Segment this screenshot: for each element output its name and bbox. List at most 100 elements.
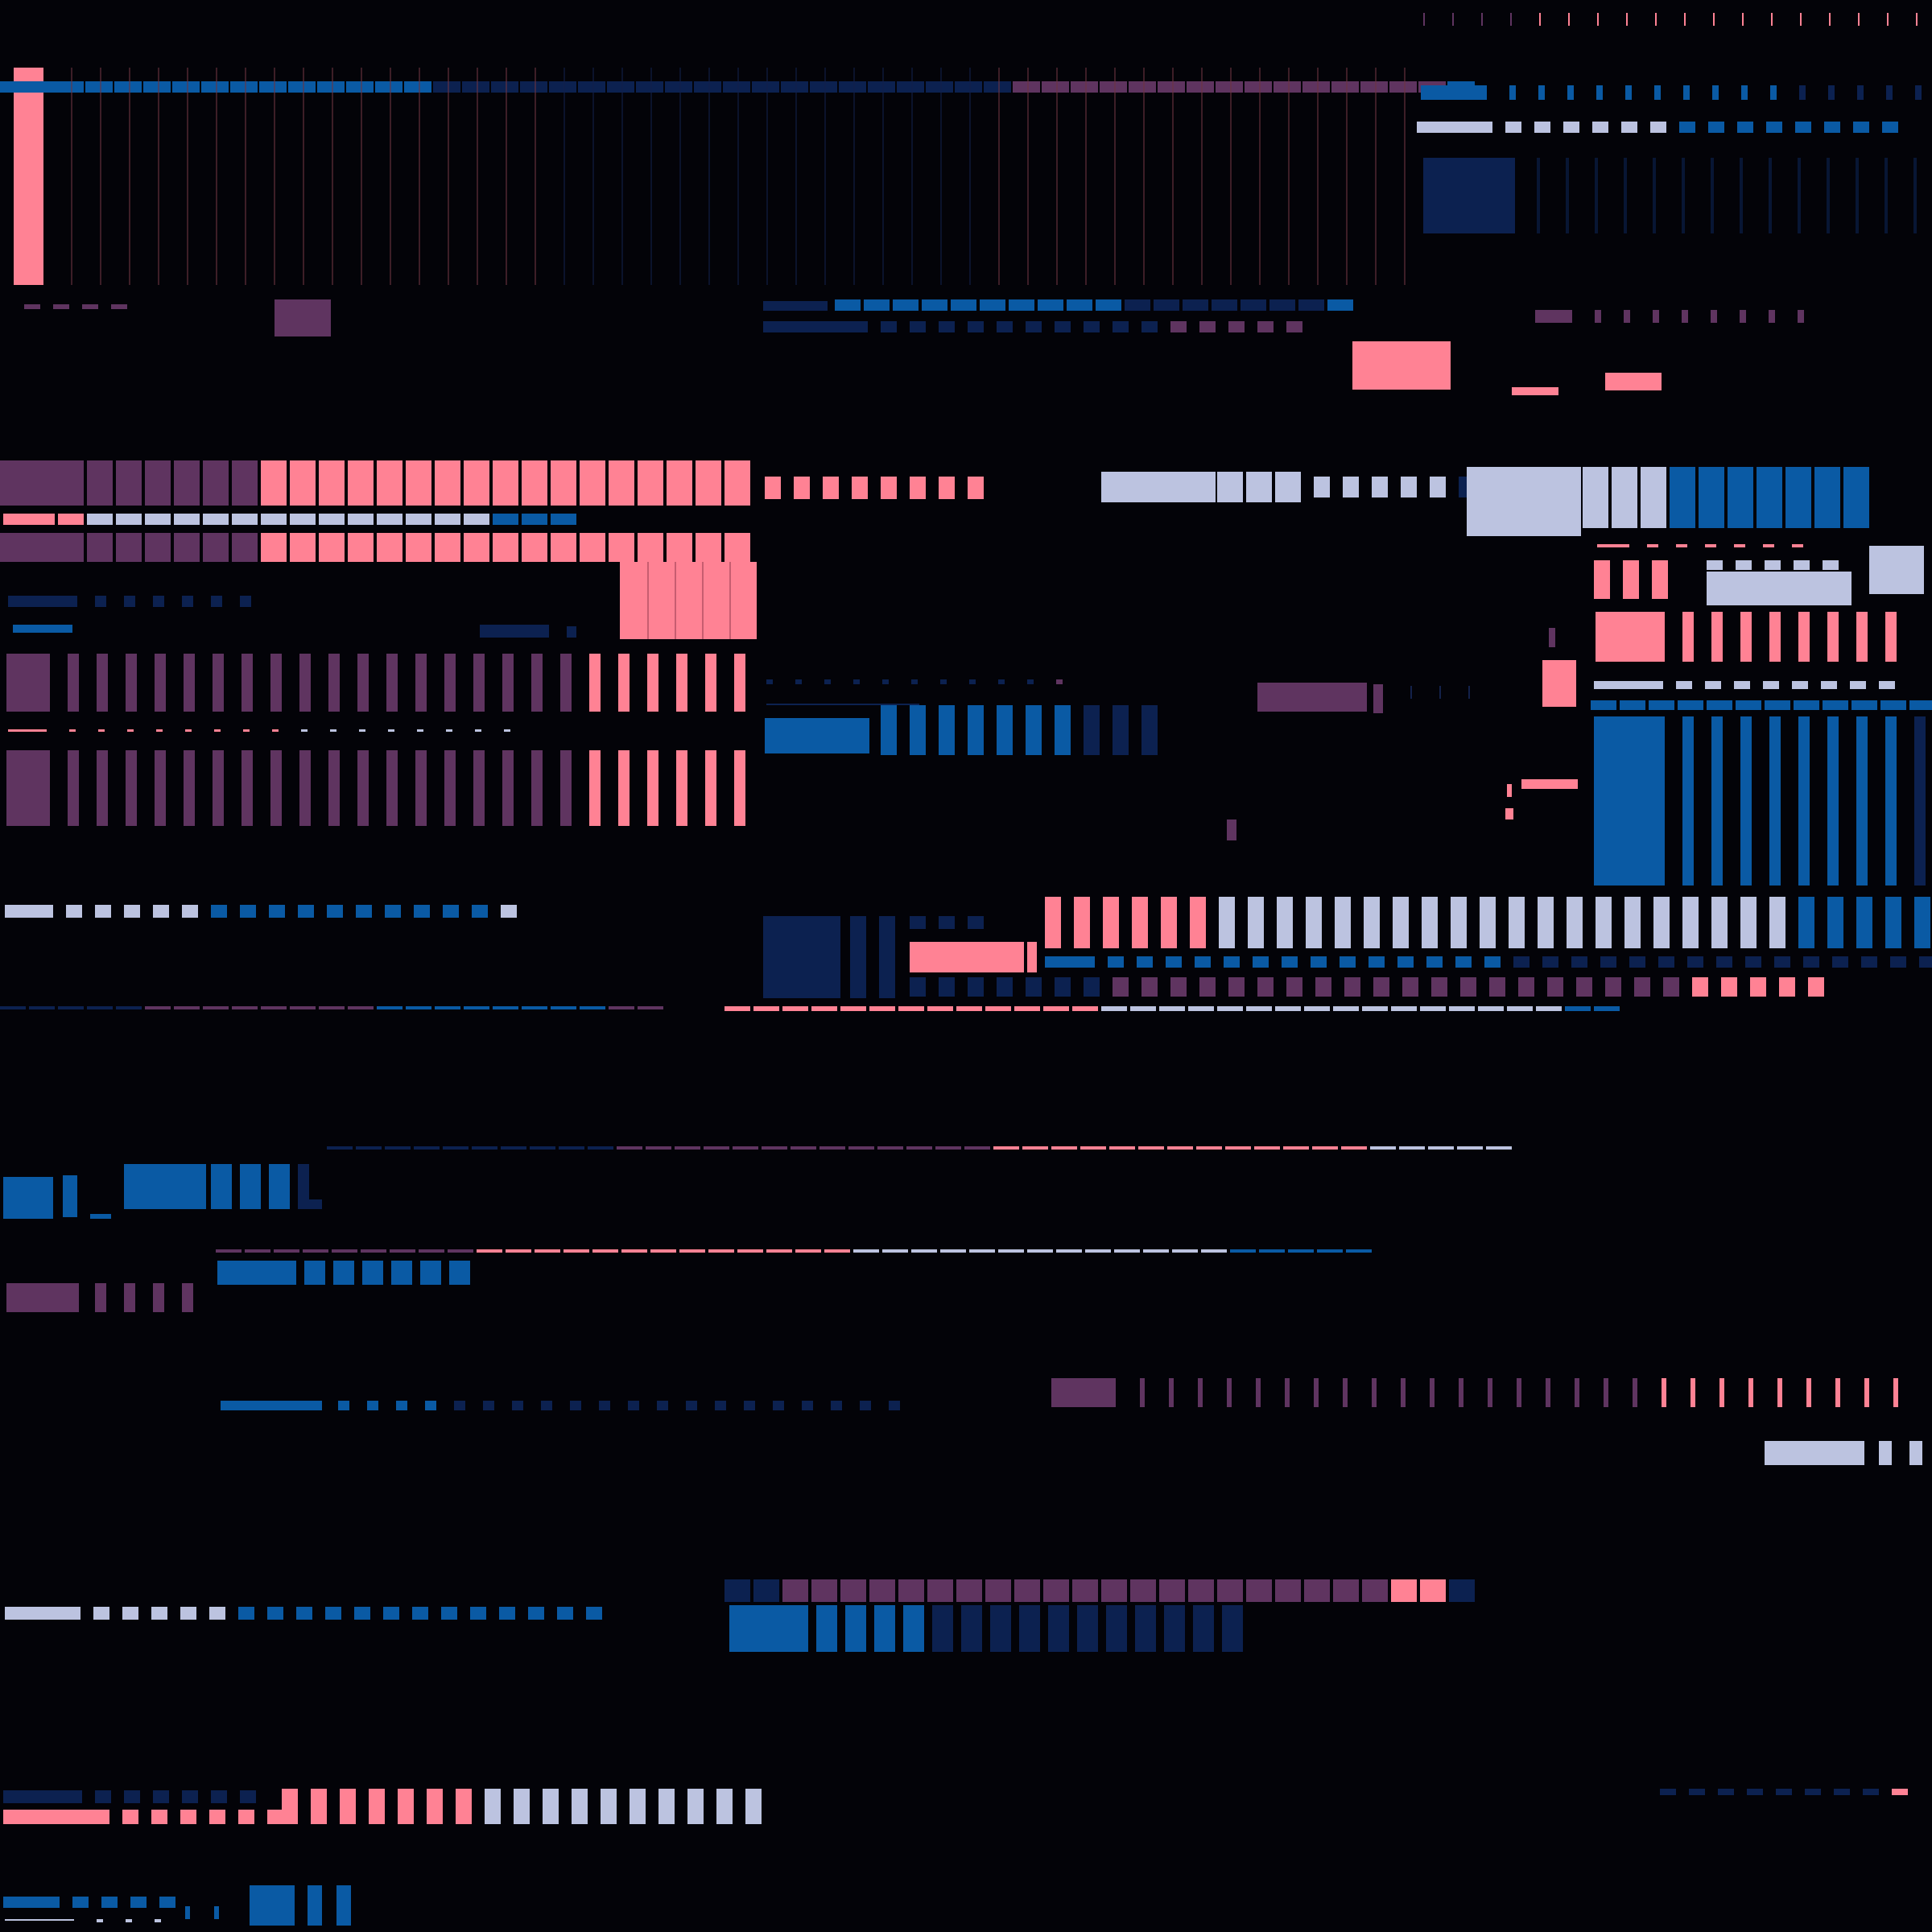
segment [864,299,890,311]
segment [1327,299,1353,311]
segment [1275,472,1301,502]
segment [1692,977,1708,997]
segment [1583,467,1608,528]
vertical-rule [998,68,1000,285]
top-stripe-segment [288,81,316,93]
segment [1823,560,1839,570]
bar [1595,158,1598,233]
bar [1103,897,1119,948]
segment [1195,956,1211,968]
segment [1141,321,1158,332]
vertical-rule [679,68,681,285]
bar [299,654,311,712]
segment [1734,544,1745,547]
segment [1298,299,1324,311]
segment [267,1607,283,1620]
segment [1397,956,1414,968]
segment [122,1607,138,1620]
segment [1821,681,1837,689]
line-segment [969,1249,995,1253]
segment [406,514,431,525]
segment [1567,85,1574,100]
segment [1679,122,1695,133]
segment [1629,956,1645,968]
segment [1600,956,1616,968]
segment [443,905,459,918]
bar [1624,158,1627,233]
line-segment [638,1006,663,1009]
vertical-rule [1375,68,1377,285]
segment [910,977,926,997]
bar [990,1605,1011,1652]
top-stripe-segment [636,81,663,93]
blue-block [221,1401,322,1410]
segment [1625,85,1632,100]
line-segment [898,1006,924,1011]
segment [153,596,164,607]
bar [845,1605,866,1652]
segment [1708,122,1724,133]
tick-mark [1439,686,1441,699]
bar [398,1789,414,1824]
bar [1219,897,1235,948]
navy-block [480,625,549,638]
line-segment [1362,1006,1388,1011]
segment [3,1810,109,1824]
segment [174,460,200,506]
line-segment [1201,1249,1227,1253]
segment [425,1401,436,1410]
pink-block [910,942,998,972]
bar [304,1261,325,1285]
segment [1892,1789,1908,1795]
segment [97,1919,103,1922]
pink-block [1507,784,1512,797]
segment [330,729,336,732]
bar [531,654,543,712]
segment [8,596,77,607]
segment [82,304,98,309]
line-segment [940,1249,966,1253]
line-segment [1341,1146,1367,1150]
segment [1652,560,1668,599]
segment [5,905,53,918]
segment [1765,700,1790,710]
plum-block [1227,819,1236,840]
bar [213,750,224,826]
navy-block [567,626,576,638]
line-segment [245,1249,270,1253]
segment [1241,299,1266,311]
segment [24,304,40,309]
top-stripe-segment [1071,81,1098,93]
segment [1314,477,1330,497]
segment [1750,977,1766,997]
vertical-rule [766,68,768,285]
bar [1740,612,1752,662]
segment [1612,467,1637,528]
line-segment [840,1006,866,1011]
segment [1886,85,1893,100]
segment [638,533,663,562]
segment [435,514,460,525]
vertical-rule [1085,68,1087,285]
segment [354,1607,370,1620]
bar [485,1789,501,1824]
line-segment [782,1006,808,1011]
bar [734,654,745,712]
tick-mark [1858,13,1860,26]
segment [156,729,163,732]
line-segment [869,1006,895,1011]
segment [319,514,345,525]
line-segment [848,1146,874,1150]
tick-bar [1256,1378,1261,1407]
line-segment [261,1006,287,1009]
line-segment [588,1146,613,1150]
segment [1850,681,1866,689]
segment [53,304,69,309]
tick-mark [1539,13,1541,26]
segment [1594,681,1663,689]
segment [1683,85,1690,100]
top-stripe-segment [1042,81,1069,93]
bar [716,1789,733,1824]
bar [1885,158,1888,233]
vertical-rule [129,68,130,285]
